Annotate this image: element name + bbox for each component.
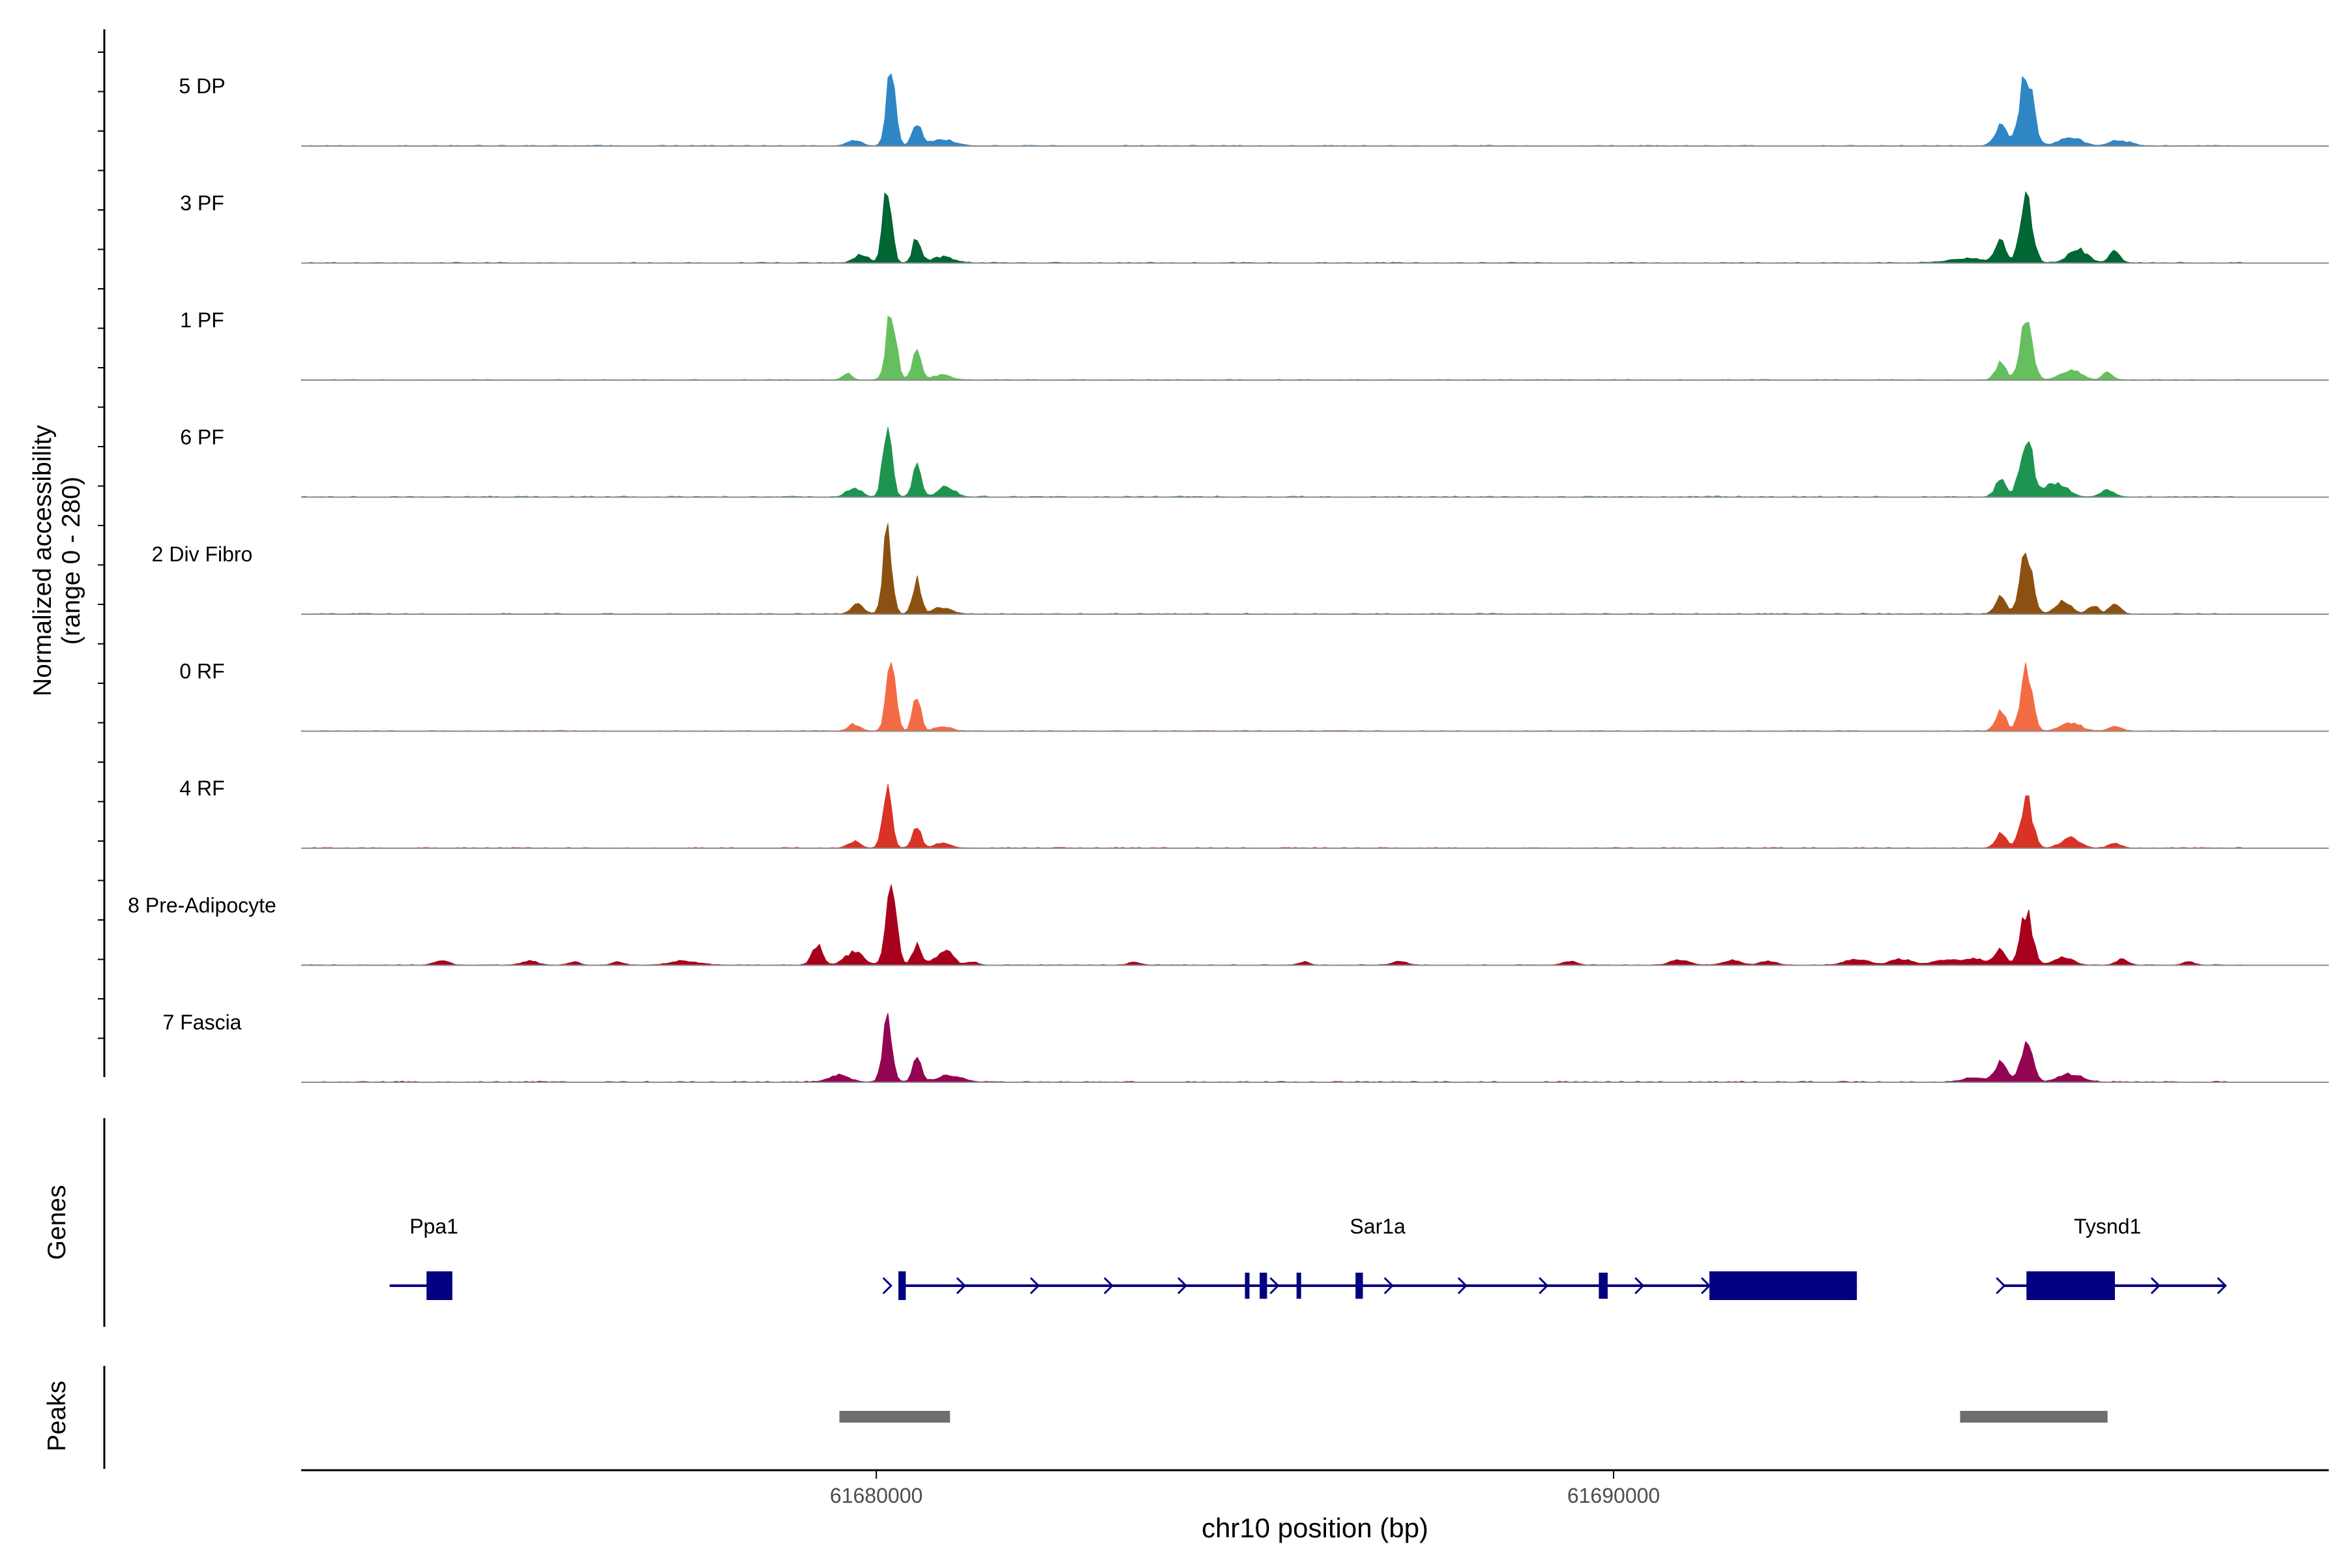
track-7: 8 Pre-Adipocyte xyxy=(128,884,2329,966)
peak-region xyxy=(839,1411,951,1423)
gene-exon xyxy=(1709,1271,1857,1300)
track-5: 0 RF xyxy=(179,660,2329,732)
track-8: 7 Fascia xyxy=(163,1011,2329,1083)
strand-arrow xyxy=(1269,1277,1280,1295)
gene-exon xyxy=(898,1271,906,1300)
y-axis-label-line2: (range 0 - 280) xyxy=(57,477,85,645)
strand-arrow xyxy=(1634,1277,1645,1295)
coverage-area xyxy=(301,190,2243,263)
strand-arrow xyxy=(1383,1277,1394,1295)
strand-arrow xyxy=(1700,1277,1711,1295)
strand-arrow xyxy=(1539,1277,1549,1295)
strand-arrow xyxy=(2217,1277,2227,1295)
track-label: 5 DP xyxy=(179,74,225,98)
gene-exon xyxy=(1355,1273,1363,1299)
track-label: 2 Div Fibro xyxy=(152,542,253,566)
coverage-area xyxy=(301,884,2243,966)
gene-sar1a: Sar1a xyxy=(882,1215,1857,1300)
track-0: 5 DP xyxy=(179,73,2329,147)
track-label: 7 Fascia xyxy=(163,1011,242,1034)
strand-arrow xyxy=(2150,1277,2161,1295)
coverage-tracks: 5 DP 3 PF 1 PF 6 PF 2 Div Fibro 0 RF 4 RF 8 Pre… xyxy=(128,73,2329,1083)
strand-arrow xyxy=(1103,1277,1114,1295)
track-2: 1 PF xyxy=(180,308,2329,381)
coverage-area xyxy=(301,661,2243,732)
track-label: 1 PF xyxy=(180,308,224,332)
coverage-area xyxy=(301,784,2243,849)
genes-panel-title: Genes xyxy=(43,1185,71,1260)
gene-exon xyxy=(2026,1271,2116,1300)
track-label: 6 PF xyxy=(180,426,224,449)
track-label: 4 RF xyxy=(179,777,224,800)
y-axis-label-line1: Normalized accessibility xyxy=(29,424,57,696)
gene-exon xyxy=(1245,1273,1250,1299)
gene-exon xyxy=(1296,1273,1301,1299)
strand-arrow xyxy=(1996,1277,2006,1295)
peak-region xyxy=(1960,1411,2108,1423)
gene-exon xyxy=(426,1271,452,1300)
strand-arrow xyxy=(956,1277,966,1295)
gene-exon xyxy=(1260,1273,1267,1299)
strand-arrow xyxy=(1029,1277,1041,1295)
track-1: 3 PF xyxy=(180,190,2329,264)
coverage-area xyxy=(301,316,2243,381)
genes-panel: Ppa1 Sar1a Tysnd1 xyxy=(103,1118,2227,1327)
gene-label: Tysnd1 xyxy=(2074,1215,2141,1238)
y-axis xyxy=(98,29,106,1077)
gene-ppa1: Ppa1 xyxy=(389,1215,458,1300)
coverage-area xyxy=(301,1013,2243,1083)
gene-label: Ppa1 xyxy=(409,1215,458,1238)
peaks-panel-title: Peaks xyxy=(43,1381,71,1451)
gene-tysnd1: Tysnd1 xyxy=(1996,1215,2227,1300)
track-3: 6 PF xyxy=(180,426,2329,498)
track-6: 4 RF xyxy=(179,777,2329,849)
track-label: 3 PF xyxy=(180,192,224,215)
track-4: 2 Div Fibro xyxy=(152,523,2329,615)
strand-arrow xyxy=(1457,1277,1468,1295)
gene-exon xyxy=(1599,1273,1608,1299)
x-tick-label: 61690000 xyxy=(1567,1484,1660,1507)
gene-label: Sar1a xyxy=(1350,1215,1406,1238)
strand-arrow xyxy=(1177,1277,1188,1295)
x-tick-label: 61680000 xyxy=(830,1484,923,1507)
peaks-panel xyxy=(103,1366,2108,1469)
x-axis-label: chr10 position (bp) xyxy=(1202,1513,1428,1543)
coverage-area xyxy=(301,73,2243,147)
coverage-area xyxy=(301,523,2243,615)
track-label: 0 RF xyxy=(179,660,224,683)
strand-arrow xyxy=(882,1277,893,1295)
track-label: 8 Pre-Adipocyte xyxy=(128,894,276,917)
coverage-area xyxy=(301,427,2243,497)
x-axis: 61680000 61690000 xyxy=(301,1469,2329,1507)
